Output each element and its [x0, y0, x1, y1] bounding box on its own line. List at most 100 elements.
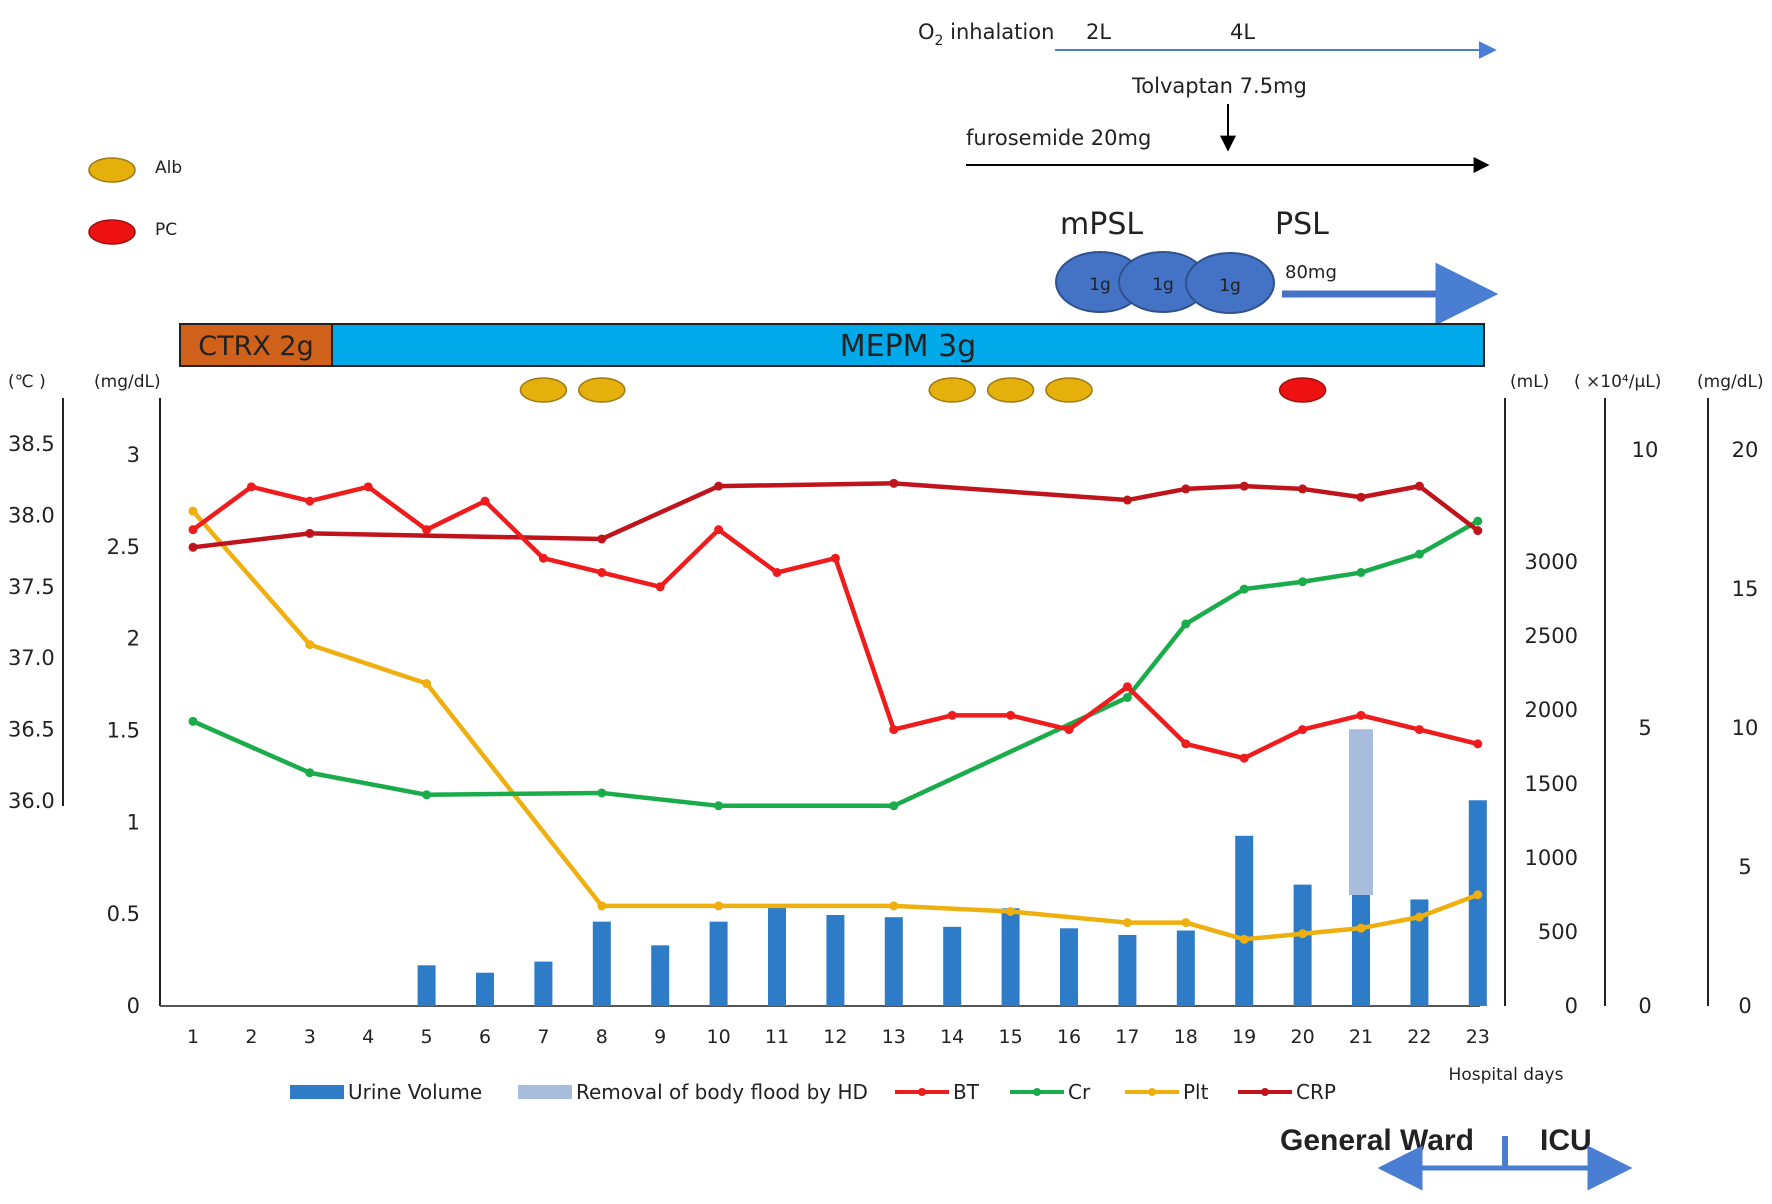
- mepm-label: MEPM 3g: [840, 329, 976, 364]
- urine-volume-bar: [1235, 835, 1254, 1006]
- temp-tick-label: 38.5: [8, 432, 55, 456]
- mpsl-dose-1: 1g: [1089, 275, 1111, 295]
- cr-point: [889, 801, 899, 811]
- mepm-bar: [331, 323, 1485, 367]
- hd-removal-bar: [1349, 729, 1373, 895]
- bt-point: [188, 525, 198, 535]
- x-tick-label: 4: [362, 1026, 374, 1048]
- mgdl_left-tick-label: 1: [127, 810, 140, 834]
- x-tick-label: 6: [479, 1026, 491, 1048]
- bt-point: [1064, 725, 1074, 735]
- plt-point: [1006, 906, 1016, 916]
- urine-volume-bar: [1001, 908, 1020, 1006]
- mgdl_right-tick-label: 0: [1738, 994, 1751, 1018]
- cr-point: [305, 768, 315, 778]
- cr-point: [1298, 577, 1308, 587]
- plt-point: [1298, 929, 1308, 939]
- urine-volume-bar: [943, 926, 962, 1006]
- x-tick-label: 23: [1466, 1026, 1490, 1048]
- mpsl-dose-3: 1g: [1219, 276, 1241, 296]
- plt-point: [889, 901, 899, 911]
- urine-volume-bar: [768, 905, 786, 1006]
- mgdl_right-tick-label: 5: [1738, 855, 1751, 879]
- legend-swatch-point: [1261, 1088, 1269, 1096]
- cr-point: [422, 790, 432, 800]
- bt-point: [889, 725, 899, 735]
- bt-point: [480, 496, 490, 506]
- x-tick-label: 19: [1232, 1026, 1256, 1048]
- mgdl_left-tick-label: 0: [127, 994, 140, 1018]
- psl-dose: 80mg: [1285, 262, 1337, 283]
- x-tick-label: 14: [940, 1026, 964, 1048]
- mgdl_right-tick-label: 15: [1732, 577, 1759, 601]
- legend-swatch: [518, 1085, 572, 1099]
- urine-volume-bar: [884, 917, 903, 1006]
- plt-point: [1356, 923, 1366, 933]
- plt-point: [1414, 912, 1424, 922]
- urine-volume-bar: [709, 921, 728, 1006]
- mgdl-right-axis-unit: (mg/dL): [1697, 372, 1764, 392]
- ml-tick-label: 2500: [1525, 624, 1578, 648]
- plt-axis-unit: ( ×10⁴/μL): [1574, 372, 1661, 392]
- urine-volume-bar: [534, 961, 553, 1006]
- tolvaptan: Tolvaptan 7.5mg: [1131, 74, 1307, 152]
- legend-swatch: [290, 1085, 344, 1099]
- plt-point: [1181, 918, 1191, 928]
- general-ward-label: General Ward: [1280, 1124, 1474, 1157]
- urine-volume-bar: [1468, 800, 1487, 1006]
- temp-tick-label: 37.0: [8, 646, 55, 670]
- bt-point: [597, 568, 607, 578]
- tolvaptan-label: Tolvaptan 7.5mg: [1131, 74, 1307, 98]
- alb-infusion-marker: [519, 377, 568, 403]
- urine-volume-bar: [1352, 895, 1370, 1006]
- crp-point: [597, 534, 607, 544]
- x-axis-label: Hospital days: [1449, 1065, 1564, 1085]
- mgdl_right-tick-label: 10: [1732, 716, 1759, 740]
- urine-volume-bar: [1410, 899, 1429, 1006]
- temp-tick-label: 38.0: [8, 503, 55, 527]
- bottom-legend: Urine Volume Removal of body flood by HD B…: [290, 1080, 1336, 1104]
- legend-swatch-point: [1033, 1088, 1041, 1096]
- urine-volume-bar: [651, 945, 670, 1006]
- cr-point: [1239, 584, 1249, 594]
- cr-point: [1356, 568, 1366, 578]
- bt-point: [1298, 725, 1308, 735]
- mgdl_left-tick-label: 2.5: [107, 535, 140, 559]
- x-tick-label: 8: [596, 1026, 608, 1048]
- alb-infusion-marker: [578, 377, 626, 403]
- ml-tick-label: 2000: [1525, 698, 1578, 722]
- x-tick-label: 9: [654, 1026, 666, 1048]
- bt-point: [538, 553, 548, 563]
- plt-point: [1239, 934, 1249, 944]
- plt-point: [1122, 918, 1132, 928]
- ml-axis-unit: (mL): [1510, 372, 1549, 392]
- cr-point: [597, 788, 607, 798]
- bt-point: [830, 553, 840, 563]
- bt-point: [947, 710, 957, 720]
- plt-point: [714, 901, 724, 911]
- bt-point: [305, 496, 315, 506]
- alb-infusion-marker: [986, 377, 1035, 403]
- event-markers: [519, 377, 1327, 403]
- crp-point: [1298, 484, 1308, 494]
- x-tick-label: 7: [537, 1026, 549, 1048]
- urine-volume-bar: [1293, 884, 1312, 1006]
- icu-label: ICU: [1540, 1124, 1592, 1157]
- urine-volume-bar: [1118, 934, 1137, 1006]
- crp-point: [1414, 481, 1424, 491]
- furosemide: furosemide 20mg: [966, 126, 1490, 173]
- mpsl-pulse-3: [1185, 252, 1275, 314]
- x-tick-label: 12: [823, 1026, 847, 1048]
- mgdl_left-tick-label: 3: [127, 443, 140, 467]
- bt-point: [1239, 753, 1249, 763]
- ml-tick-label: 1000: [1525, 846, 1578, 870]
- o2-dose-2l: 2L: [1086, 20, 1111, 44]
- x-tick-label: 16: [1057, 1026, 1081, 1048]
- urine-volume-bar: [1060, 928, 1078, 1006]
- x-tick-label: 20: [1291, 1026, 1315, 1048]
- ml-tick-label: 3000: [1525, 550, 1578, 574]
- urine-bars: [417, 729, 1487, 1006]
- bt-point: [1414, 725, 1424, 735]
- x-tick-label: 21: [1349, 1026, 1373, 1048]
